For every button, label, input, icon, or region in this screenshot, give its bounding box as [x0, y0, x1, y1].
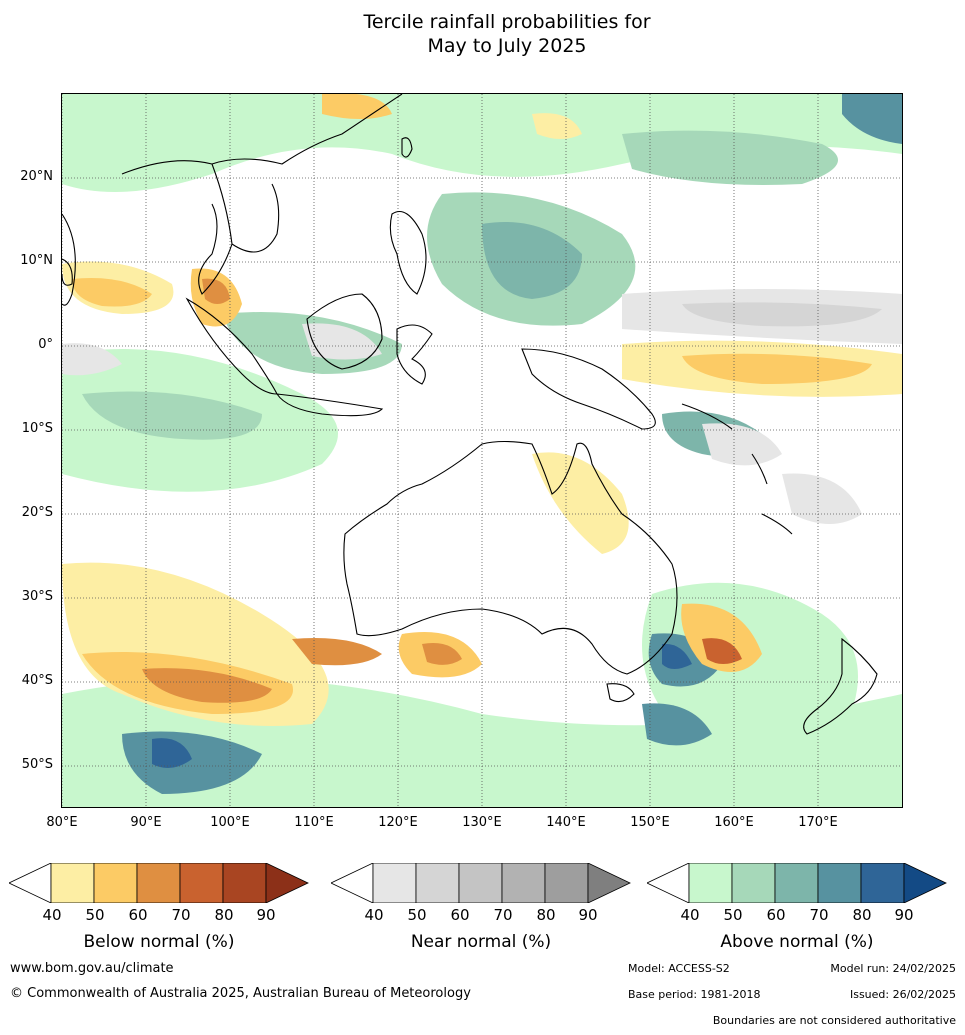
near-tick-60: 60	[450, 906, 470, 924]
lon-label-160e: 160°E	[714, 815, 754, 830]
model-name: Model: ACCESS-S2	[628, 962, 730, 975]
colorbar-below-normal-swatches	[9, 863, 309, 903]
lon-label-140e: 140°E	[546, 815, 586, 830]
model-run-date: Model run: 24/02/2025	[830, 962, 956, 975]
lon-label-110e: 110°E	[294, 815, 334, 830]
lat-label-0: 0°	[38, 337, 53, 352]
near-tick-40: 40	[364, 906, 384, 924]
graticule	[62, 94, 902, 807]
above-tick-40: 40	[680, 906, 700, 924]
near-normal-regions	[62, 289, 902, 524]
copyright-text: © Commonwealth of Australia 2025, Austra…	[10, 986, 471, 1001]
near-tick-80: 80	[536, 906, 556, 924]
colorbar-near-normal-swatches	[331, 863, 631, 903]
lon-label-170e: 170°E	[798, 815, 838, 830]
below-tick-70: 70	[171, 906, 191, 924]
colorbar-above-normal-title: Above normal (%)	[720, 932, 874, 952]
above-tick-50: 50	[723, 906, 743, 924]
above-tick-80: 80	[852, 906, 872, 924]
lon-label-90e: 90°E	[130, 815, 162, 830]
above-tick-90: 90	[894, 906, 914, 924]
colorbar-above-normal-swatches	[647, 863, 947, 903]
lat-label-10s: 10°S	[21, 421, 53, 436]
below-normal-regions	[62, 94, 902, 726]
lat-label-20s: 20°S	[21, 505, 53, 520]
boundaries-disclaimer: Boundaries are not considered authoritat…	[712, 1014, 956, 1027]
lat-label-10n: 10°N	[20, 253, 53, 268]
near-tick-90: 90	[578, 906, 598, 924]
lon-label-130e: 130°E	[462, 815, 502, 830]
colorbar-below-normal-title: Below normal (%)	[83, 932, 235, 952]
base-period: Base period: 1981-2018	[628, 988, 761, 1001]
lon-label-100e: 100°E	[210, 815, 250, 830]
map-title: Tercile rainfall probabilities for May t…	[0, 10, 965, 58]
title-line-1: Tercile rainfall probabilities for	[363, 11, 651, 33]
below-tick-40: 40	[42, 906, 62, 924]
below-tick-90: 90	[256, 906, 276, 924]
lon-label-150e: 150°E	[630, 815, 670, 830]
near-tick-50: 50	[407, 906, 427, 924]
lat-label-40s: 40°S	[21, 673, 53, 688]
near-tick-70: 70	[493, 906, 513, 924]
map-canvas	[62, 94, 902, 807]
coastlines	[62, 94, 878, 735]
rainfall-probability-map	[61, 93, 903, 808]
colorbar-above-normal	[647, 863, 947, 903]
below-tick-80: 80	[214, 906, 234, 924]
colorbar-near-normal	[331, 863, 631, 903]
lon-label-80e: 80°E	[46, 815, 78, 830]
lon-label-120e: 120°E	[378, 815, 418, 830]
above-tick-70: 70	[809, 906, 829, 924]
above-tick-60: 60	[766, 906, 786, 924]
title-line-2: May to July 2025	[427, 35, 587, 57]
lat-label-30s: 30°S	[21, 589, 53, 604]
website-link[interactable]: www.bom.gov.au/climate	[10, 961, 174, 976]
below-tick-50: 50	[85, 906, 105, 924]
lat-label-20n: 20°N	[20, 169, 53, 184]
lat-label-50s: 50°S	[21, 757, 53, 772]
colorbar-below-normal	[9, 863, 309, 903]
colorbar-near-normal-title: Near normal (%)	[410, 932, 552, 952]
issued-date: Issued: 26/02/2025	[849, 988, 956, 1001]
below-tick-60: 60	[128, 906, 148, 924]
